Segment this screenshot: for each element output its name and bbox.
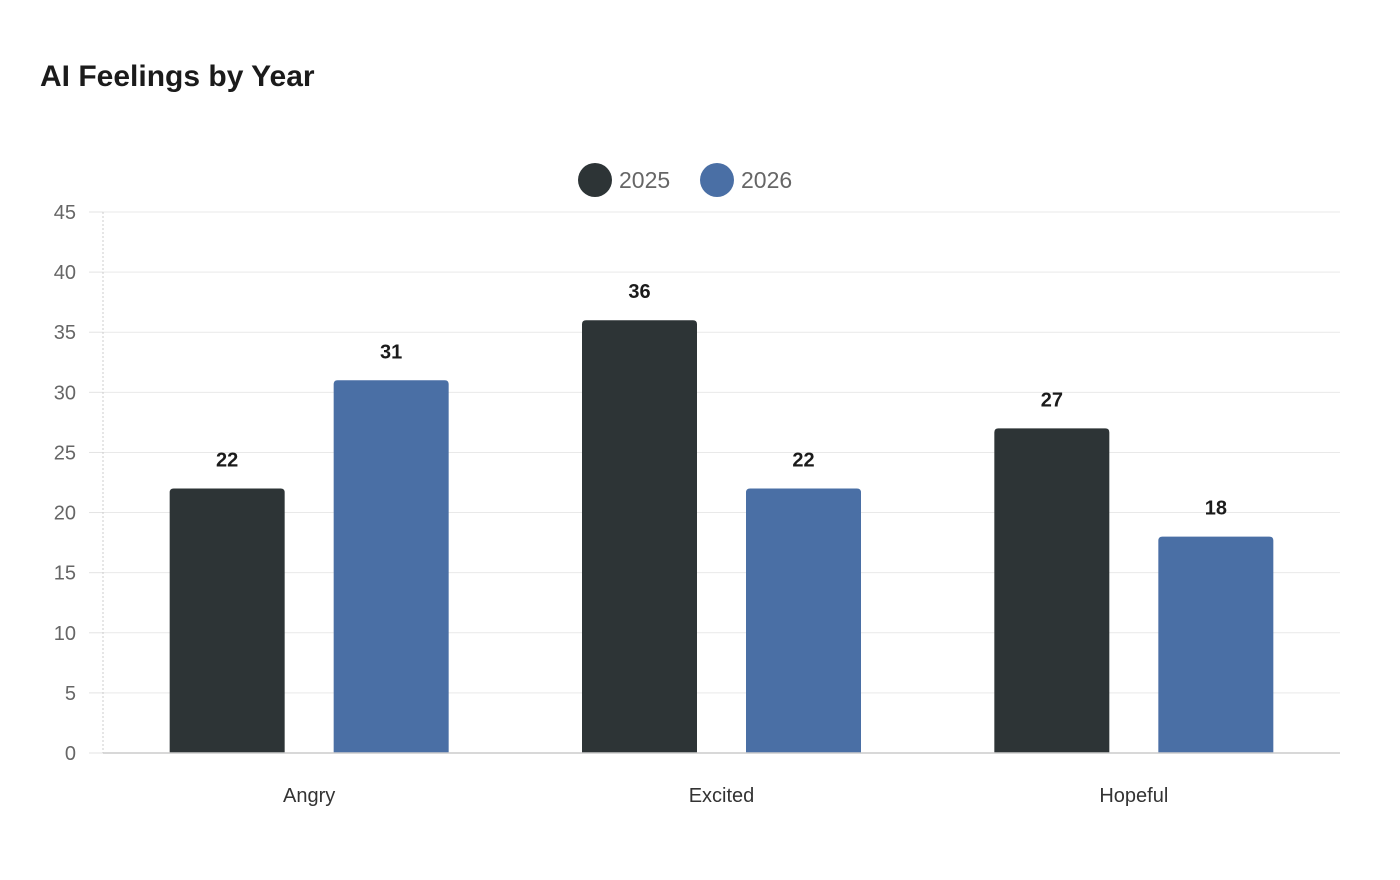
data-label: 31 <box>380 341 402 363</box>
y-tick-label: 15 <box>54 563 76 585</box>
legend-label: 2025 <box>619 167 670 193</box>
x-category-label: Angry <box>283 785 335 807</box>
data-label: 18 <box>1205 498 1227 520</box>
bar-2026-hopeful <box>1158 536 1274 753</box>
legend-swatch <box>578 163 612 197</box>
bar-2026-angry <box>333 380 449 753</box>
y-tick-label: 20 <box>54 503 76 525</box>
data-label: 22 <box>792 450 814 472</box>
y-tick-label: 30 <box>54 382 76 404</box>
bar-2026-excited <box>746 488 861 753</box>
y-tick-label: 10 <box>54 623 76 645</box>
y-tick-label: 40 <box>54 262 76 284</box>
data-label: 36 <box>628 281 650 303</box>
x-category-label: Excited <box>689 785 755 807</box>
legend-swatch <box>700 163 734 197</box>
chart-title: AI Feelings by Year <box>40 60 315 93</box>
data-label: 22 <box>216 450 238 472</box>
data-label: 27 <box>1041 389 1063 411</box>
y-tick-label: 0 <box>65 743 76 765</box>
y-tick-label: 35 <box>54 322 76 344</box>
bar-2025-hopeful <box>994 428 1110 753</box>
y-tick-label: 5 <box>65 683 76 705</box>
bar-2025-angry <box>169 488 285 753</box>
y-tick-label: 45 <box>54 202 76 224</box>
bar-2025-excited <box>582 320 697 753</box>
legend-label: 2026 <box>741 167 792 193</box>
x-category-label: Hopeful <box>1099 785 1168 807</box>
y-tick-label: 25 <box>54 442 76 464</box>
